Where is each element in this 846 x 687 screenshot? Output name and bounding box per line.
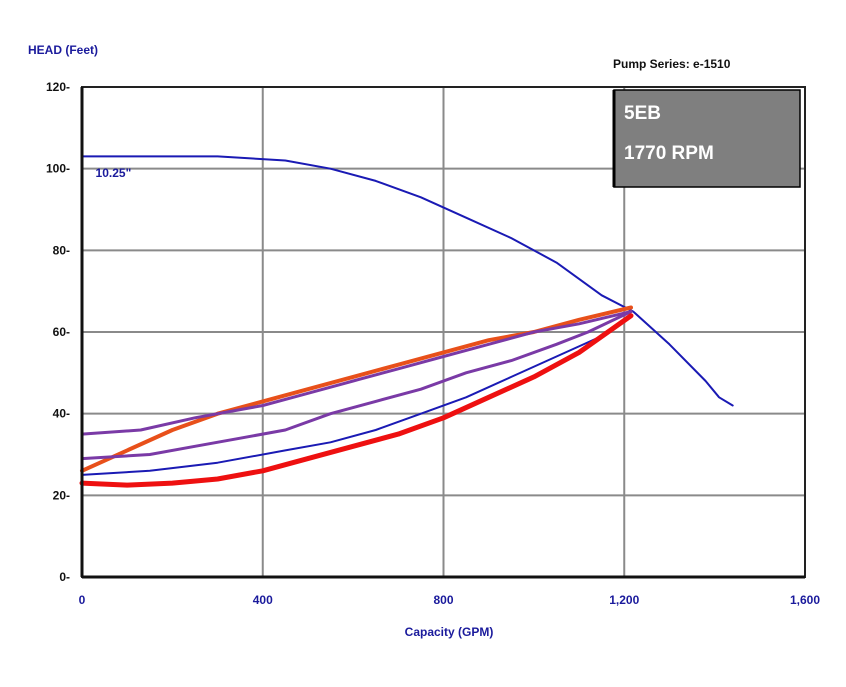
x-tick-label-400: 400 xyxy=(253,593,273,607)
model-badge-model: 5EB xyxy=(624,103,661,124)
series-system-red xyxy=(79,313,634,488)
y-tick-label-80: 80- xyxy=(53,243,70,257)
series-layer xyxy=(79,155,734,488)
y-tick-label-0: 0- xyxy=(59,570,70,584)
series-system-purple-mid xyxy=(80,310,633,461)
chart-title: Pump Series: e-1510 xyxy=(613,57,731,71)
series-impeller-10.25 xyxy=(81,155,734,407)
model-badge-speed: 1770 RPM xyxy=(624,143,714,164)
x-tick-label-1200: 1,200 xyxy=(609,593,639,607)
series-system-blue-low xyxy=(81,314,632,476)
y-tick-label-60: 60- xyxy=(53,325,70,339)
y-tick-label-100: 100- xyxy=(46,162,70,176)
axes xyxy=(80,86,806,579)
annotation-impeller-diameter: 10.25" xyxy=(96,166,132,180)
x-tick-label-1600: 1,600 xyxy=(790,593,820,607)
y-tick-label-20: 20- xyxy=(53,488,70,502)
x-tick-label-0: 0 xyxy=(79,593,86,607)
series-system-purple-high xyxy=(80,310,633,436)
y-tick-label-120: 120- xyxy=(46,80,70,94)
model-badge-box xyxy=(613,89,801,188)
x-tick-label-800: 800 xyxy=(433,593,453,607)
x-axis-label: Capacity (GPM) xyxy=(405,625,494,639)
y-tick-label-40: 40- xyxy=(53,407,70,421)
model-badge: 5EB 1770 RPM xyxy=(612,89,801,188)
y-axis-label: HEAD (Feet) xyxy=(28,43,98,57)
labels-layer: 0- 20- 40- 60- 80- 100- 120- 0 400 800 1,200 1,600 1… xyxy=(46,80,820,607)
